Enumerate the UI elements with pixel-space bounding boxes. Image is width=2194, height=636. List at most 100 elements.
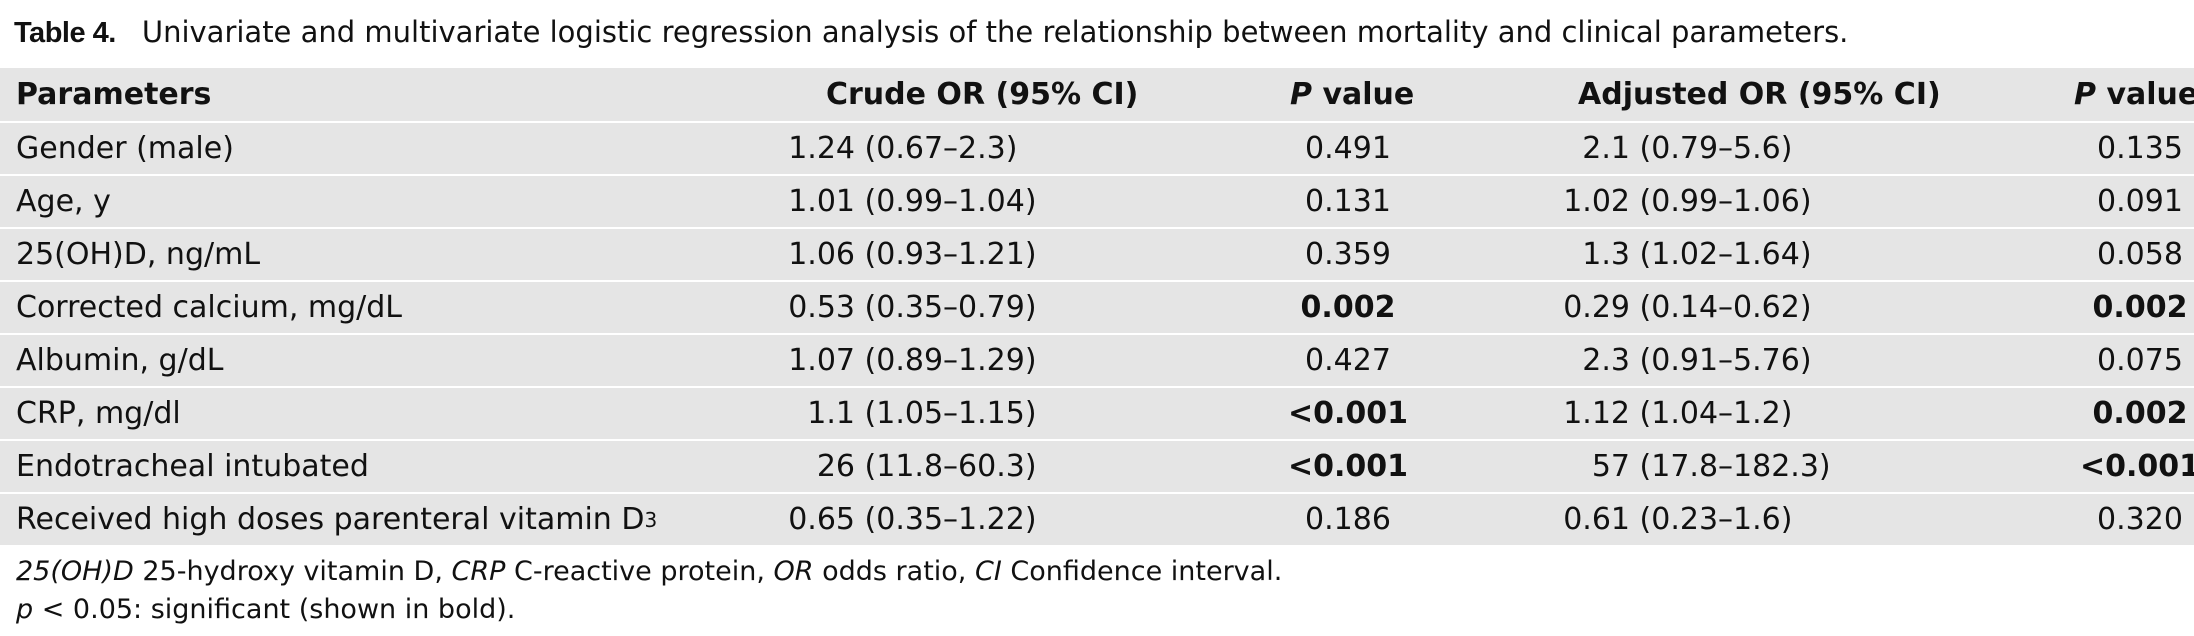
cell-p-value-crude: <0.001 <box>1288 388 1408 439</box>
cell-adjusted-or: 2.3 (0.91–5.76) <box>1582 335 1811 386</box>
cell-p-value-crude: 0.131 <box>1305 176 1391 227</box>
cell-crude-or-text: 0.65 (0.35–1.22) <box>788 502 1037 537</box>
footnote-segment: CI <box>974 556 1002 587</box>
cell-crude-or-text: 1.24 (0.67–2.3) <box>788 131 1018 166</box>
cell-crude-or: 1.01 (0.99–1.04) <box>788 176 1036 227</box>
parameter-label: 25(OH)D, ng/mL <box>16 237 261 272</box>
cell-p-value-crude: 0.359 <box>1305 229 1391 280</box>
cell-p-value-adjusted: <0.001 <box>2080 441 2194 492</box>
header-p-rest: value <box>2096 77 2194 112</box>
cell-adjusted-or: 57 (17.8–182.3) <box>1592 441 1831 492</box>
parameter-label: Endotracheal intubated <box>16 449 369 484</box>
header-adjusted-or: Adjusted OR (95% CI) <box>1578 77 1941 112</box>
cell-crude-or-text: 1.07 (0.89–1.29) <box>788 343 1037 378</box>
cell-adjusted-or: 1.12 (1.04–1.2) <box>1563 388 1792 439</box>
cell-adjusted-or-text: 1.3 (1.02–1.64) <box>1582 237 1812 272</box>
cell-parameter: Endotracheal intubated <box>16 441 369 492</box>
table-row: Albumin, g/dL 1.07 (0.89–1.29) 2.3 (0.91–5… <box>0 335 2194 388</box>
cell-p-value-adjusted: 0.002 <box>2093 388 2188 439</box>
table-row: Gender (male) 1.24 (0.67–2.3) 2.1 (0.79–5.… <box>0 123 2194 176</box>
cell-p-value-adjusted-text: 0.002 <box>2092 290 2188 325</box>
table-caption-label: Table 4. <box>14 17 116 49</box>
table-row: Endotracheal intubated 26 (11.8–60.3) 57 (… <box>0 441 2194 494</box>
cell-parameter: Corrected calcium, mg/dL <box>16 282 402 333</box>
cell-p-value-adjusted-text: <0.001 <box>2079 449 2194 484</box>
footnote-segment: C-reactive protein, <box>505 556 774 587</box>
cell-adjusted-or-text: 0.61 (0.23–1.6) <box>1563 502 1793 537</box>
cell-parameter: Gender (male) <box>16 123 234 174</box>
cell-p-value-adjusted: 0.058 <box>2097 229 2183 280</box>
cell-adjusted-or-text: 2.1 (0.79–5.6) <box>1582 131 1793 166</box>
header-p-value-adjusted: P value <box>2074 68 2194 121</box>
cell-p-value-crude-text: 0.131 <box>1305 184 1391 219</box>
cell-p-value-adjusted: 0.320 <box>2097 494 2183 545</box>
cell-adjusted-or: 0.29 (0.14–0.62) <box>1563 282 1811 333</box>
cell-adjusted-or: 2.1 (0.79–5.6) <box>1582 123 1792 174</box>
table-header-row: Parameters Crude OR (95% CI) P value Adj… <box>0 68 2194 123</box>
cell-p-value-crude-text: 0.427 <box>1305 343 1391 378</box>
header-crude-or: Crude OR (95% CI) <box>826 77 1139 112</box>
parameter-label: Albumin, g/dL <box>16 343 224 378</box>
parameter-label: Corrected calcium, mg/dL <box>16 290 403 325</box>
cell-crude-or-text: 1.01 (0.99–1.04) <box>788 184 1037 219</box>
cell-crude-or: 0.53 (0.35–0.79) <box>788 282 1036 333</box>
cell-adjusted-or: 0.61 (0.23–1.6) <box>1563 494 1792 545</box>
cell-crude-or: 26 (11.8–60.3) <box>817 441 1037 492</box>
cell-p-value-crude: 0.427 <box>1305 335 1391 386</box>
header-p-letter: P <box>2074 77 2096 112</box>
header-p-rest: value <box>1312 77 1415 112</box>
cell-adjusted-or-text: 57 (17.8–182.3) <box>1591 449 1831 484</box>
cell-p-value-adjusted: 0.135 <box>2097 123 2183 174</box>
table-row: Corrected calcium, mg/dL 0.53 (0.35–0.79)… <box>0 282 2194 335</box>
footnote-segment: 25(OH)D <box>16 556 134 587</box>
parameter-label: Gender (male) <box>16 131 234 166</box>
cell-p-value-crude-text: <0.001 <box>1287 396 1409 431</box>
cell-adjusted-or-text: 0.29 (0.14–0.62) <box>1563 290 1812 325</box>
cell-crude-or: 1.07 (0.89–1.29) <box>788 335 1036 386</box>
parameter-label: Age, y <box>16 184 111 219</box>
cell-p-value-crude: <0.001 <box>1288 441 1408 492</box>
footnote-segment: odds ratio, <box>813 556 975 587</box>
cell-p-value-adjusted-text: 0.320 <box>2097 502 2183 537</box>
cell-p-value-crude-text: 0.186 <box>1305 502 1391 537</box>
parameter-label: CRP, mg/dl <box>16 396 181 431</box>
header-parameters: Parameters <box>16 77 212 112</box>
cell-p-value-adjusted-text: 0.135 <box>2097 131 2183 166</box>
header-p-letter: P <box>1290 77 1312 112</box>
footnote-segment: CRP <box>451 556 506 587</box>
footnote-segment: p <box>16 594 34 625</box>
parameter-subscript: 3 <box>644 507 658 532</box>
cell-p-value-adjusted-text: 0.002 <box>2092 396 2188 431</box>
cell-p-value-adjusted: 0.002 <box>2093 282 2188 333</box>
table-row: CRP, mg/dl 1.1 (1.05–1.15) 1.12 (1.04–1.2)… <box>0 388 2194 441</box>
cell-adjusted-or: 1.02 (0.99–1.06) <box>1563 176 1811 227</box>
cell-parameter: Age, y <box>16 176 111 227</box>
cell-crude-or-text: 0.53 (0.35–0.79) <box>788 290 1037 325</box>
cell-crude-or-text: 1.1 (1.05–1.15) <box>807 396 1037 431</box>
footnote-abbreviations: 25(OH)D 25-hydroxy vitamin D, CRP C-reac… <box>16 553 1282 591</box>
cell-crude-or: 1.06 (0.93–1.21) <box>788 229 1036 280</box>
regression-table: Parameters Crude OR (95% CI) P value Adj… <box>0 68 2194 547</box>
cell-p-value-crude-text: 0.491 <box>1305 131 1391 166</box>
cell-parameter: CRP, mg/dl <box>16 388 181 439</box>
cell-crude-or-text: 1.06 (0.93–1.21) <box>788 237 1037 272</box>
cell-p-value-crude-text: 0.002 <box>1300 290 1396 325</box>
table-body: Gender (male) 1.24 (0.67–2.3) 2.1 (0.79–5.… <box>0 123 2194 547</box>
table-footnotes: 25(OH)D 25-hydroxy vitamin D, CRP C-reac… <box>16 553 1282 629</box>
cell-p-value-adjusted-text: 0.075 <box>2097 343 2183 378</box>
parameter-label: Received high doses parenteral vitamin D <box>16 502 645 537</box>
footnote-segment: 25-hydroxy vitamin D, <box>133 556 452 587</box>
footnote-significance: p < 0.05: significant (shown in bold). <box>16 591 1282 629</box>
cell-parameter: 25(OH)D, ng/mL <box>16 229 260 280</box>
cell-adjusted-or-text: 1.12 (1.04–1.2) <box>1563 396 1793 431</box>
header-p-value-crude: P value <box>1290 68 1414 121</box>
cell-p-value-adjusted: 0.075 <box>2097 335 2183 386</box>
cell-p-value-adjusted: 0.091 <box>2097 176 2183 227</box>
cell-p-value-crude-text: 0.359 <box>1305 237 1391 272</box>
cell-p-value-crude-text: <0.001 <box>1287 449 1409 484</box>
footnote-segment: OR <box>773 556 814 587</box>
table-caption-text: Univariate and multivariate logistic reg… <box>141 15 1849 49</box>
cell-p-value-crude: 0.186 <box>1305 494 1391 545</box>
footnote-segment: Confidence interval. <box>1001 556 1283 587</box>
